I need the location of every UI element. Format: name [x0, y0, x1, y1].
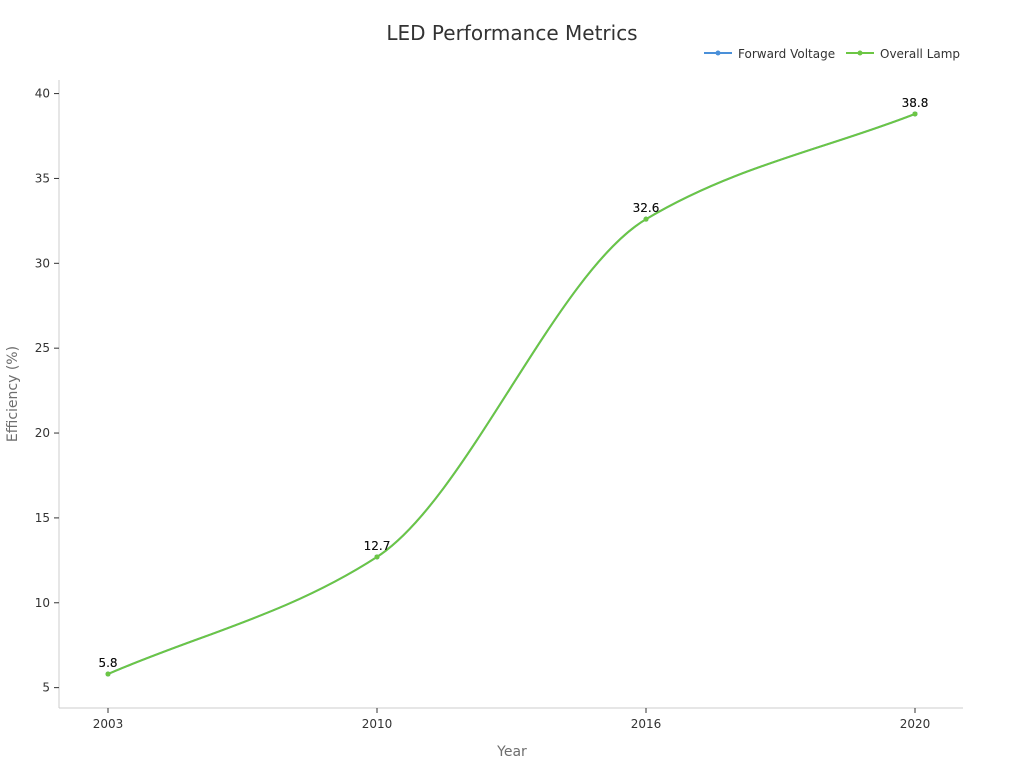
y-axis-ticks: 5 10 15 20 25 30 35 40 — [35, 87, 59, 695]
legend-item-overall-lamp[interactable]: Overall Lamp — [846, 47, 960, 61]
data-label-overall-lamp-2016: 32.6 — [633, 201, 660, 215]
y-tick-label-40: 40 — [35, 87, 50, 101]
y-tick-label-30: 30 — [35, 256, 50, 270]
data-point-overall-lamp-2016[interactable] — [643, 216, 649, 222]
legend-marker-forward-voltage — [715, 50, 721, 56]
data-labels: 5.812.732.638.85.812.732.638.8 — [98, 96, 928, 670]
x-axis-label: Year — [496, 744, 527, 760]
y-tick-label-10: 10 — [35, 596, 50, 610]
data-label-forward-voltage-2020: 38.8 — [902, 96, 929, 110]
data-point-overall-lamp-2010[interactable] — [374, 554, 380, 560]
legend-item-forward-voltage[interactable]: Forward Voltage — [704, 47, 835, 61]
data-label-overall-lamp-2003: 5.8 — [98, 656, 117, 670]
series-layer — [105, 111, 918, 677]
data-point-overall-lamp-2020[interactable] — [912, 111, 918, 117]
y-tick-label-15: 15 — [35, 511, 50, 525]
data-label-overall-lamp-2010: 12.7 — [364, 539, 391, 553]
x-axis-ticks: 2003 2010 2016 2020 — [93, 708, 931, 731]
legend-label-overall-lamp: Overall Lamp — [880, 47, 960, 61]
y-tick-label-35: 35 — [35, 171, 50, 185]
data-point-overall-lamp-2003[interactable] — [105, 671, 111, 677]
y-axis-label: Efficiency (%) — [5, 346, 21, 442]
x-tick-label-2010: 2010 — [362, 717, 393, 731]
data-label-forward-voltage-2016: 32.6 — [633, 201, 660, 215]
data-label-overall-lamp-2020: 38.8 — [902, 96, 929, 110]
data-label-forward-voltage-2010: 12.7 — [364, 539, 391, 553]
data-label-forward-voltage-2003: 5.8 — [98, 656, 117, 670]
chart-title: LED Performance Metrics — [386, 21, 637, 45]
y-tick-label-20: 20 — [35, 426, 50, 440]
x-tick-label-2016: 2016 — [631, 717, 662, 731]
x-tick-label-2020: 2020 — [900, 717, 931, 731]
series-line-forward-voltage — [107, 113, 916, 675]
legend-marker-overall-lamp — [857, 50, 863, 56]
series-line-overall-lamp — [107, 113, 916, 675]
x-tick-label-2003: 2003 — [93, 717, 124, 731]
y-tick-label-25: 25 — [35, 341, 50, 355]
legend: Forward Voltage Overall Lamp — [704, 47, 960, 61]
y-tick-label-5: 5 — [42, 681, 50, 695]
legend-label-forward-voltage: Forward Voltage — [738, 47, 835, 61]
